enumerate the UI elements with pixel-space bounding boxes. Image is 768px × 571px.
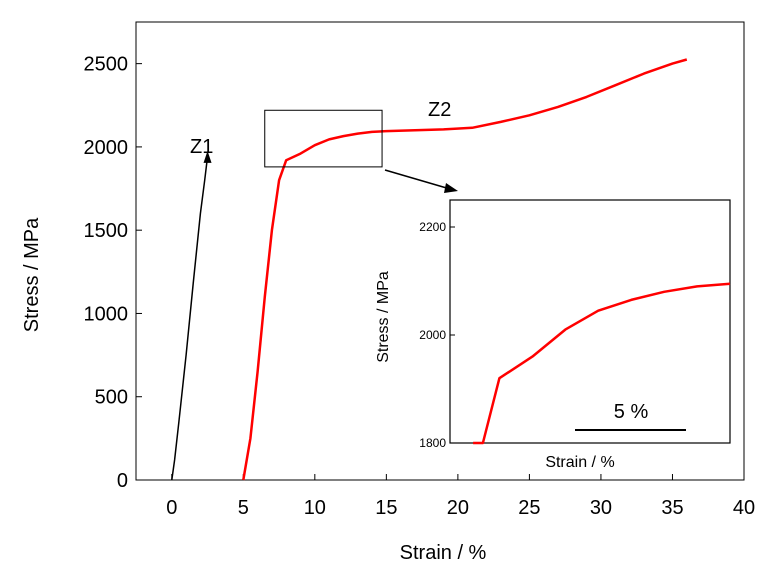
x-tick-label: 15 [375, 497, 397, 519]
y-tick-label: 0 [117, 470, 128, 492]
inset-scale-bar-label: 5 % [614, 401, 649, 423]
x-tick-label: 35 [661, 497, 683, 519]
inset-series-line-z2 [473, 282, 731, 445]
zoom-arrow [384, 169, 458, 193]
zoom-rect [264, 109, 383, 168]
x-axis-title: Strain / % [400, 542, 487, 564]
inset-frame [449, 199, 731, 444]
series-label-z1: Z1 [190, 136, 213, 158]
y-tick-label: 1500 [84, 220, 129, 242]
inset-y-tick-label: 2000 [419, 328, 446, 342]
series-label-z2: Z2 [428, 99, 451, 121]
x-tick-label: 5 [238, 497, 249, 519]
inset-series-group [473, 282, 731, 445]
series-line-z1 [171, 156, 209, 481]
inset-y-tick-label: 2200 [419, 220, 446, 234]
inset-y-axis-title: Stress / MPa [375, 271, 392, 363]
y-tick-label: 2500 [84, 54, 129, 76]
x-axis: 0 5 10 15 20 25 30 35 40 [166, 474, 755, 519]
inset-y-tick-label: 1800 [419, 436, 446, 450]
inset-x-axis-title: Strain / % [545, 454, 614, 471]
y-axis-title: Stress / MPa [21, 217, 43, 332]
z1-arrowhead [203, 150, 212, 163]
x-tick-label: 20 [447, 497, 469, 519]
y-tick-label: 1000 [84, 303, 129, 325]
y-tick-label: 500 [95, 387, 128, 409]
series-line-z2 [242, 58, 688, 481]
x-tick-label: 10 [304, 497, 326, 519]
inset-y-axis: 1800 2000 2200 [419, 220, 455, 450]
x-tick-label: 25 [518, 497, 540, 519]
plot-frame [135, 21, 745, 481]
x-tick-label: 30 [590, 497, 612, 519]
main-series-group [171, 58, 688, 481]
y-axis: 0 500 1000 1500 2000 2500 [84, 54, 142, 492]
y-tick-label: 2000 [84, 137, 129, 159]
x-tick-label: 0 [166, 497, 177, 519]
inset-chart: 1800 2000 2200 Strain / % Stress / MPa 5 % [375, 199, 731, 471]
zoom-box [264, 109, 383, 168]
x-tick-label: 40 [733, 497, 755, 519]
